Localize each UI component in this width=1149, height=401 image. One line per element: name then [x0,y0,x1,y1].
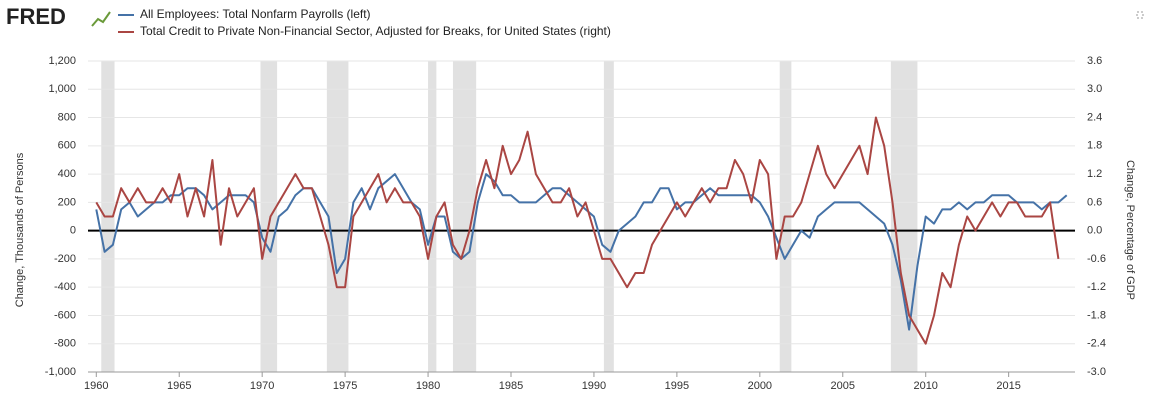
y2-tick-label: 0.0 [1087,225,1102,237]
x-tick-label: 2010 [913,380,937,392]
y2-tick-label: -3.0 [1087,366,1106,378]
y-tick-label: -800 [54,338,76,350]
y2-tick-label: -1.8 [1087,309,1106,321]
y2-tick-label: 1.2 [1087,168,1102,180]
x-tick-label: 1980 [416,380,440,392]
y-tick-label: 200 [58,196,76,208]
recession-band [452,61,477,372]
y-tick-label: 800 [58,111,76,123]
y2-axis-label: Change, Percentage of GDP [1124,160,1136,300]
x-tick-label: 1985 [499,380,523,392]
logo: FRED [6,4,66,29]
x-tick-label: 2015 [996,380,1020,392]
y2-tick-label: 2.4 [1087,111,1102,123]
y2-tick-label: 3.6 [1087,55,1102,67]
y-tick-label: 400 [58,168,76,180]
recession-band [326,61,349,372]
y2-tick-label: 3.0 [1087,83,1102,95]
x-tick-label: 1970 [250,380,274,392]
y2-tick-label: 0.6 [1087,196,1102,208]
x-tick-label: 1965 [167,380,191,392]
fullscreen-icon[interactable] [1136,11,1144,19]
y-tick-label: -200 [54,253,76,265]
y-tick-label: 1,000 [48,83,76,95]
y2-tick-label: 1.8 [1087,140,1102,152]
y-tick-label: 1,200 [48,55,76,67]
recession-band [428,61,437,372]
y-tick-label: -1,000 [45,366,76,378]
x-tick-label: 1960 [84,380,108,392]
recession-band [603,61,614,372]
x-tick-label: 2005 [831,380,855,392]
legend-label: All Employees: Total Nonfarm Payrolls (l… [140,7,371,21]
x-tick-label: 2000 [748,380,772,392]
y2-tick-label: -2.4 [1087,338,1106,350]
series-line [95,116,1060,345]
x-tick-label: 1975 [333,380,357,392]
x-tick-label: 1990 [582,380,606,392]
series-line [95,173,1068,331]
y-tick-label: 0 [70,225,76,237]
logo-icon [91,11,111,27]
y-tick-label: -400 [54,281,76,293]
y-tick-label: -600 [54,309,76,321]
y2-tick-label: -1.2 [1087,281,1106,293]
recession-band [260,61,278,372]
y-tick-label: 600 [58,140,76,152]
y-axis-label: Change, Thousands of Persons [14,152,26,307]
legend-label: Total Credit to Private Non-Financial Se… [140,24,611,38]
x-tick-label: 1995 [665,380,689,392]
y2-tick-label: -0.6 [1087,253,1106,265]
